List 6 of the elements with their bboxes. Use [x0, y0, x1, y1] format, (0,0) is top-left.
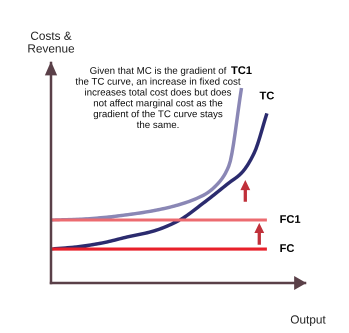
- series-label: TC1: [231, 66, 252, 74]
- series-label: TC: [260, 92, 274, 100]
- series-label: FC: [280, 244, 294, 252]
- y-axis-title: Costs & Revenue: [28, 32, 74, 53]
- x-axis-title: Output: [290, 315, 326, 326]
- series-label: FC1: [280, 215, 300, 223]
